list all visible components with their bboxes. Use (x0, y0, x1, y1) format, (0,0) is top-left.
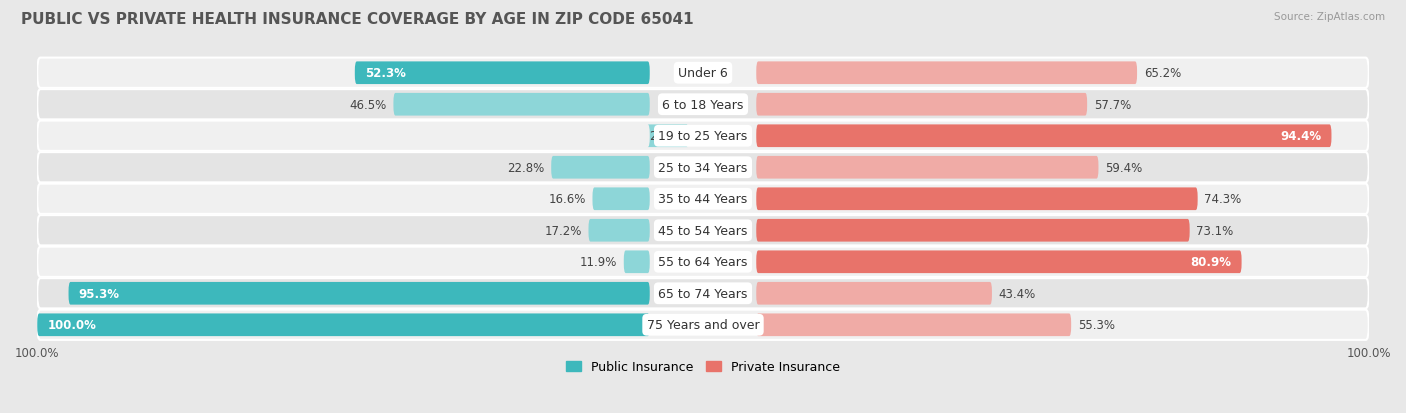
FancyBboxPatch shape (551, 157, 650, 179)
Text: 74.3%: 74.3% (1205, 193, 1241, 206)
FancyBboxPatch shape (756, 188, 1198, 211)
Text: 95.3%: 95.3% (79, 287, 120, 300)
Text: 45 to 54 Years: 45 to 54 Years (658, 224, 748, 237)
FancyBboxPatch shape (37, 90, 1369, 120)
Text: 57.7%: 57.7% (1094, 98, 1130, 112)
FancyBboxPatch shape (37, 153, 1369, 183)
Text: 6 to 18 Years: 6 to 18 Years (662, 98, 744, 112)
FancyBboxPatch shape (69, 282, 650, 305)
FancyBboxPatch shape (37, 278, 1369, 309)
Text: 22.8%: 22.8% (508, 161, 544, 174)
FancyBboxPatch shape (589, 219, 650, 242)
Text: 19 to 25 Years: 19 to 25 Years (658, 130, 748, 143)
Text: 73.1%: 73.1% (1197, 224, 1233, 237)
FancyBboxPatch shape (756, 157, 1098, 179)
Text: 55 to 64 Years: 55 to 64 Years (658, 256, 748, 268)
Text: 11.9%: 11.9% (579, 256, 617, 268)
FancyBboxPatch shape (592, 188, 650, 211)
FancyBboxPatch shape (756, 62, 1137, 85)
FancyBboxPatch shape (394, 94, 650, 116)
Text: 59.4%: 59.4% (1105, 161, 1142, 174)
Text: 55.3%: 55.3% (1078, 318, 1115, 332)
Text: 65.2%: 65.2% (1143, 67, 1181, 80)
Text: PUBLIC VS PRIVATE HEALTH INSURANCE COVERAGE BY AGE IN ZIP CODE 65041: PUBLIC VS PRIVATE HEALTH INSURANCE COVER… (21, 12, 693, 27)
FancyBboxPatch shape (37, 314, 650, 336)
Text: 46.5%: 46.5% (350, 98, 387, 112)
FancyBboxPatch shape (37, 59, 1369, 89)
FancyBboxPatch shape (624, 251, 650, 273)
FancyBboxPatch shape (756, 94, 1087, 116)
FancyBboxPatch shape (37, 121, 1369, 152)
Text: Source: ZipAtlas.com: Source: ZipAtlas.com (1274, 12, 1385, 22)
FancyBboxPatch shape (37, 184, 1369, 214)
FancyBboxPatch shape (354, 62, 650, 85)
Text: 17.2%: 17.2% (544, 224, 582, 237)
Text: 75 Years and over: 75 Years and over (647, 318, 759, 332)
FancyBboxPatch shape (37, 247, 1369, 277)
FancyBboxPatch shape (756, 251, 1241, 273)
Text: 25 to 34 Years: 25 to 34 Years (658, 161, 748, 174)
Text: 2.6%: 2.6% (650, 130, 679, 143)
FancyBboxPatch shape (756, 219, 1189, 242)
FancyBboxPatch shape (37, 310, 1369, 340)
Text: 52.3%: 52.3% (364, 67, 406, 80)
Text: 43.4%: 43.4% (998, 287, 1036, 300)
Text: 16.6%: 16.6% (548, 193, 586, 206)
Text: Under 6: Under 6 (678, 67, 728, 80)
FancyBboxPatch shape (756, 282, 993, 305)
Text: 65 to 74 Years: 65 to 74 Years (658, 287, 748, 300)
FancyBboxPatch shape (756, 314, 1071, 336)
FancyBboxPatch shape (648, 125, 688, 148)
Text: 80.9%: 80.9% (1191, 256, 1232, 268)
Legend: Public Insurance, Private Insurance: Public Insurance, Private Insurance (567, 360, 839, 373)
FancyBboxPatch shape (756, 125, 1331, 148)
Text: 35 to 44 Years: 35 to 44 Years (658, 193, 748, 206)
Text: 94.4%: 94.4% (1281, 130, 1322, 143)
FancyBboxPatch shape (37, 216, 1369, 246)
Text: 100.0%: 100.0% (48, 318, 96, 332)
